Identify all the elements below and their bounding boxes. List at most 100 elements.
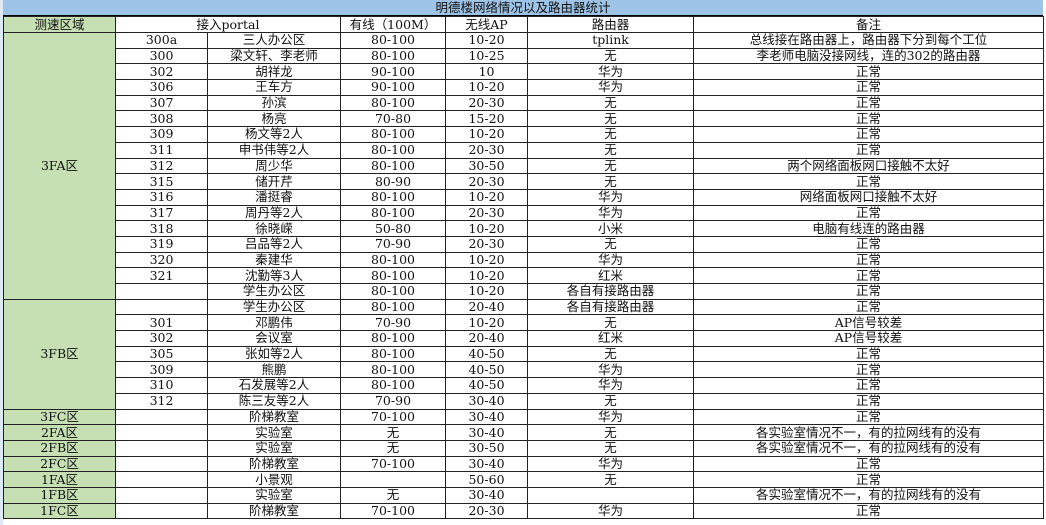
cell-router[interactable]: tplink	[527, 32, 695, 49]
cell-ap-speed[interactable]: 10	[445, 63, 529, 81]
cell-router[interactable]: 各自有接路由器	[527, 298, 695, 316]
cell-router[interactable]: 华为	[527, 408, 695, 426]
cell-note[interactable]: 李老师电脑没接网线，连的302的路由器	[693, 47, 1045, 65]
cell-ap-speed[interactable]: 10-20	[445, 32, 529, 49]
cell-note[interactable]: 正常	[693, 502, 1045, 520]
cell-occupant[interactable]: 孙滨	[206, 94, 342, 112]
cell-wired-speed[interactable]: 80-100	[340, 32, 447, 49]
cell-room[interactable]: 305	[115, 345, 208, 363]
cell-room[interactable]: 302	[115, 63, 208, 81]
cell-occupant[interactable]: 申书伟等2人	[206, 141, 342, 159]
cell-ap-speed[interactable]: 20-30	[445, 141, 529, 159]
cell-room[interactable]: 312	[115, 392, 208, 410]
cell-wired-speed[interactable]: 80-100	[340, 345, 447, 363]
header-ap[interactable]: 无线AP	[445, 16, 529, 33]
cell-zone[interactable]: 2FC区	[3, 455, 116, 473]
cell-occupant[interactable]: 梁文轩、李老师	[206, 47, 342, 65]
cell-ap-speed[interactable]: 20-40	[445, 330, 529, 347]
cell-ap-speed[interactable]: 10-20	[445, 79, 529, 96]
cell-room[interactable]: 319	[115, 235, 208, 253]
cell-router[interactable]: 无	[527, 141, 695, 159]
cell-wired-speed[interactable]: 80-100	[340, 94, 447, 112]
cell-ap-speed[interactable]: 30-40	[445, 392, 529, 410]
cell-router[interactable]: 华为	[527, 188, 695, 206]
cell-occupant[interactable]: 会议室	[206, 330, 342, 347]
cell-zone[interactable]: 1FB区	[3, 486, 116, 504]
cell-wired-speed[interactable]: 80-100	[340, 157, 447, 175]
cell-wired-speed[interactable]: 80-100	[340, 204, 447, 222]
cell-room[interactable]: 301	[115, 314, 208, 332]
cell-room[interactable]: 315	[115, 173, 208, 190]
cell-occupant[interactable]: 沈勤等3人	[206, 267, 342, 284]
cell-ap-speed[interactable]: 10-20	[445, 251, 529, 269]
header-portal[interactable]: 接入portal	[114, 16, 342, 33]
cell-router[interactable]: 无	[527, 439, 695, 457]
cell-wired-speed[interactable]: 70-100	[340, 502, 447, 520]
sheet-title[interactable]: 明德楼网络情况以及路由器统计	[3, 0, 1043, 16]
header-router[interactable]: 路由器	[527, 16, 695, 33]
cell-room[interactable]	[115, 439, 208, 457]
cell-ap-speed[interactable]: 10-20	[445, 314, 529, 332]
cell-zone[interactable]: 1FC区	[3, 502, 116, 520]
cell-room[interactable]: 310	[115, 377, 208, 394]
cell-room[interactable]	[115, 298, 208, 316]
cell-ap-speed[interactable]: 20-40	[445, 298, 529, 316]
cell-zone[interactable]: 3FA区	[3, 32, 116, 300]
cell-router[interactable]: 华为	[527, 251, 695, 269]
cell-occupant[interactable]: 阶梯教室	[206, 408, 342, 426]
cell-occupant[interactable]: 吕品等2人	[206, 235, 342, 253]
cell-note[interactable]: 正常	[693, 63, 1045, 81]
cell-note[interactable]: 正常	[693, 141, 1045, 159]
cell-note[interactable]: AP信号较差	[693, 330, 1045, 347]
cell-occupant[interactable]: 熊鹏	[206, 361, 342, 379]
cell-note[interactable]: 正常	[693, 298, 1045, 316]
cell-occupant[interactable]: 实验室	[206, 486, 342, 504]
cell-wired-speed[interactable]: 80-100	[340, 47, 447, 65]
cell-router[interactable]: 无	[527, 47, 695, 65]
cell-wired-speed[interactable]: 70-90	[340, 235, 447, 253]
cell-router[interactable]: 华为	[527, 361, 695, 379]
cell-ap-speed[interactable]: 20-30	[445, 502, 529, 520]
cell-note[interactable]: 各实验室情况不一，有的拉网线有的没有	[693, 486, 1045, 504]
cell-note[interactable]: 正常	[693, 392, 1045, 410]
cell-wired-speed[interactable]: 80-100	[340, 141, 447, 159]
cell-router[interactable]: 无	[527, 314, 695, 332]
cell-router[interactable]: 华为	[527, 63, 695, 81]
cell-room[interactable]	[115, 486, 208, 504]
cell-room[interactable]: 316	[115, 188, 208, 206]
cell-ap-speed[interactable]: 30-40	[445, 486, 529, 504]
cell-wired-speed[interactable]: 80-100	[340, 361, 447, 379]
cell-ap-speed[interactable]: 10-20	[445, 220, 529, 237]
cell-router[interactable]	[527, 486, 695, 504]
cell-note[interactable]: 总线接在路由器上，路由器下分到每个工位	[693, 32, 1045, 49]
cell-room[interactable]: 309	[115, 126, 208, 143]
cell-note[interactable]: 正常	[693, 204, 1045, 222]
cell-room[interactable]: 311	[115, 141, 208, 159]
cell-occupant[interactable]: 学生办公区	[206, 298, 342, 316]
cell-room[interactable]	[115, 502, 208, 520]
cell-ap-speed[interactable]: 10-20	[445, 188, 529, 206]
cell-occupant[interactable]: 储开芹	[206, 173, 342, 190]
cell-room[interactable]: 318	[115, 220, 208, 237]
cell-router[interactable]: 无	[527, 424, 695, 441]
cell-occupant[interactable]: 阶梯教室	[206, 455, 342, 473]
cell-note[interactable]: AP信号较差	[693, 314, 1045, 332]
cell-ap-speed[interactable]: 30-40	[445, 424, 529, 441]
cell-room[interactable]: 300	[115, 47, 208, 65]
cell-wired-speed[interactable]: 80-100	[340, 377, 447, 394]
cell-wired-speed[interactable]: 70-80	[340, 110, 447, 128]
header-note[interactable]: 备注	[693, 16, 1045, 33]
cell-router[interactable]: 小米	[527, 220, 695, 237]
cell-note[interactable]: 正常	[693, 267, 1045, 284]
cell-occupant[interactable]: 周丹等2人	[206, 204, 342, 222]
cell-note[interactable]: 正常	[693, 408, 1045, 426]
cell-wired-speed[interactable]: 70-100	[340, 408, 447, 426]
cell-occupant[interactable]: 实验室	[206, 439, 342, 457]
cell-wired-speed[interactable]: 70-90	[340, 314, 447, 332]
cell-wired-speed[interactable]	[340, 471, 447, 488]
cell-router[interactable]: 华为	[527, 377, 695, 394]
cell-router[interactable]: 无	[527, 94, 695, 112]
cell-note[interactable]: 电脑有线连的路由器	[693, 220, 1045, 237]
cell-wired-speed[interactable]: 80-100	[340, 330, 447, 347]
cell-ap-speed[interactable]: 30-40	[445, 455, 529, 473]
